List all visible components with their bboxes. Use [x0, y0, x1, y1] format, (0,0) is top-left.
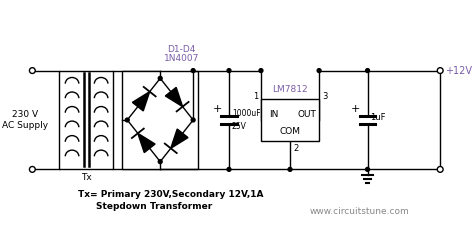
Circle shape: [158, 160, 162, 163]
Text: www.circuitstune.com: www.circuitstune.com: [310, 206, 410, 216]
Bar: [59, 71, 113, 169]
Text: 25V: 25V: [232, 122, 247, 131]
Text: 2: 2: [293, 144, 299, 152]
Text: 1: 1: [254, 92, 259, 101]
Circle shape: [191, 118, 195, 122]
Text: OUT: OUT: [297, 110, 316, 119]
Circle shape: [259, 69, 263, 72]
Text: 1000uF: 1000uF: [232, 109, 261, 118]
Polygon shape: [165, 87, 182, 107]
Bar: [122, 71, 198, 169]
Circle shape: [438, 68, 443, 73]
Polygon shape: [171, 129, 188, 148]
Polygon shape: [138, 133, 155, 152]
Circle shape: [317, 69, 321, 72]
Circle shape: [365, 69, 369, 72]
Circle shape: [365, 168, 369, 171]
Circle shape: [158, 76, 162, 80]
Circle shape: [29, 167, 35, 172]
Circle shape: [191, 69, 195, 72]
Text: COM: COM: [280, 127, 301, 136]
Text: 1N4007: 1N4007: [164, 54, 199, 63]
Circle shape: [288, 168, 292, 171]
Circle shape: [29, 68, 35, 73]
Text: Stepdown Transformer: Stepdown Transformer: [96, 202, 212, 211]
Text: 230 V
AC Supply: 230 V AC Supply: [2, 110, 49, 130]
Text: D1-D4: D1-D4: [167, 45, 196, 54]
Text: IN: IN: [269, 110, 278, 119]
Text: +: +: [351, 104, 361, 114]
Text: 3: 3: [322, 92, 328, 101]
Text: +: +: [213, 104, 222, 114]
Text: Tx: Tx: [81, 173, 91, 182]
Text: 1uF: 1uF: [371, 113, 386, 122]
Circle shape: [125, 118, 129, 122]
Circle shape: [227, 69, 231, 72]
Polygon shape: [132, 92, 150, 111]
Text: LM7812: LM7812: [272, 86, 308, 94]
Text: +12V: +12V: [445, 65, 472, 76]
Text: Tx= Primary 230V,Secondary 12V,1A: Tx= Primary 230V,Secondary 12V,1A: [78, 190, 264, 199]
Circle shape: [227, 168, 231, 171]
Circle shape: [438, 167, 443, 172]
Bar: [261, 99, 319, 141]
